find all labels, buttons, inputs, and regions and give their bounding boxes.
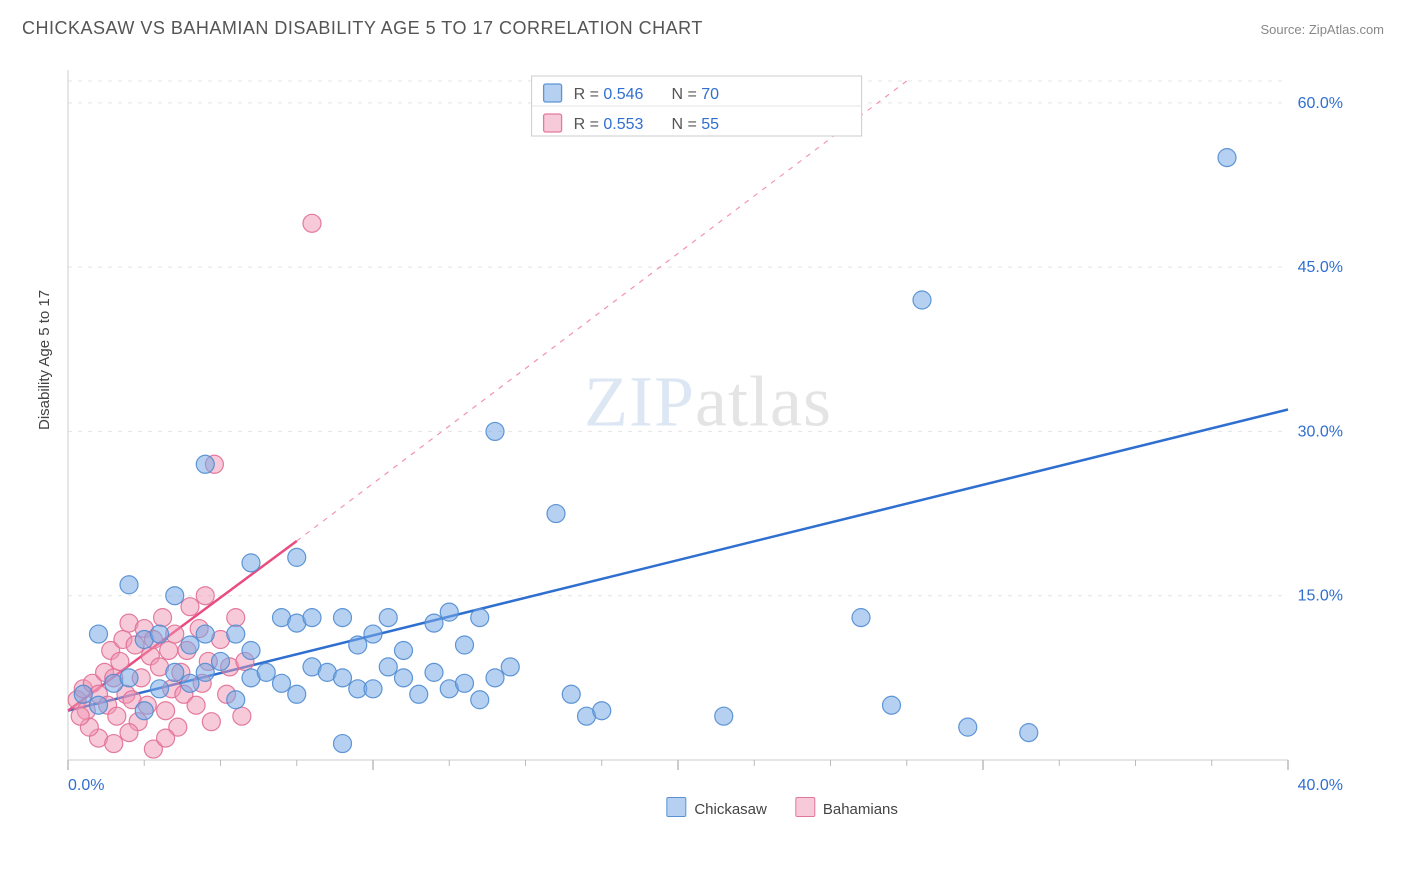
- svg-text:0.0%: 0.0%: [68, 777, 104, 794]
- svg-text:60.0%: 60.0%: [1298, 95, 1343, 112]
- legend: Chickasaw Bahamians: [666, 797, 898, 818]
- y-axis-label: Disability Age 5 to 17: [36, 290, 53, 430]
- svg-text:40.0%: 40.0%: [1298, 777, 1343, 794]
- svg-text:45.0%: 45.0%: [1298, 259, 1343, 276]
- source-attribution: Source: ZipAtlas.com: [1260, 22, 1384, 37]
- chart-area: Disability Age 5 to 17 ZIPatlas 15.0%30.…: [48, 60, 1368, 820]
- chart-title: CHICKASAW VS BAHAMIAN DISABILITY AGE 5 T…: [22, 18, 703, 39]
- svg-text:15.0%: 15.0%: [1298, 588, 1343, 605]
- legend-swatch-icon: [666, 797, 686, 817]
- legend-item: Chickasaw: [666, 797, 767, 818]
- legend-label: Bahamians: [823, 801, 898, 818]
- svg-text:30.0%: 30.0%: [1298, 423, 1343, 440]
- legend-swatch-icon: [795, 797, 815, 817]
- legend-item: Bahamians: [795, 797, 898, 818]
- legend-label: Chickasaw: [694, 801, 767, 818]
- scatter-plot: 15.0%30.0%45.0%60.0%0.0%40.0%R = 0.546N …: [48, 60, 1368, 820]
